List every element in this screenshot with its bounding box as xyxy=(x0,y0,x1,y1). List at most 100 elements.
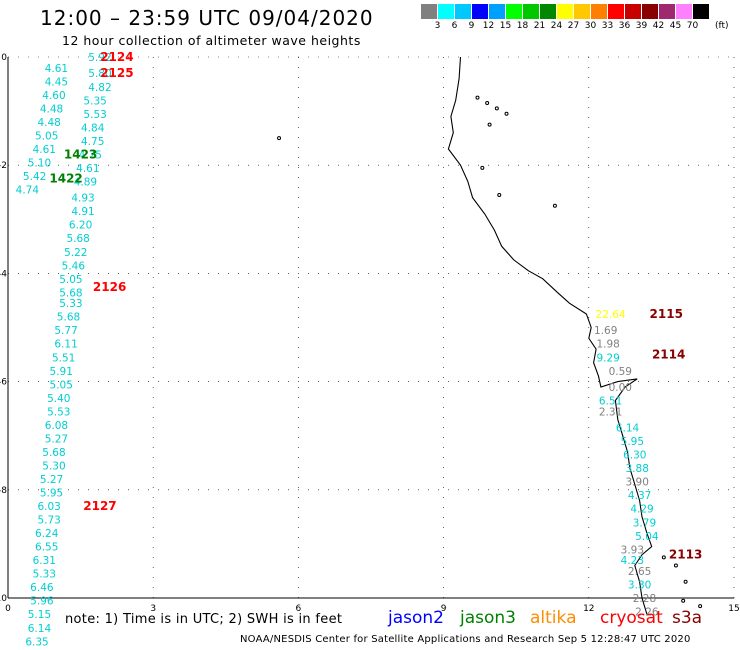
wave-height-value: 6.30 xyxy=(623,450,646,462)
legend-swatch xyxy=(574,4,591,19)
legend-swatch xyxy=(506,4,523,19)
wave-height-value: 5.40 xyxy=(47,393,70,405)
wave-height-value: 5.96 xyxy=(30,596,54,608)
pass-time-label: 2125 xyxy=(100,66,133,80)
wave-height-value: 6.14 xyxy=(616,423,640,435)
legend-swatch xyxy=(693,4,710,19)
wave-height-value: 0.00 xyxy=(609,382,632,394)
pass-time-label: 2115 xyxy=(650,307,683,321)
color-legend-bar xyxy=(421,4,710,19)
wave-height-value: 5.73 xyxy=(37,515,60,527)
island-marker xyxy=(661,555,666,560)
wave-height-value: 5.68 xyxy=(42,447,65,459)
wave-height-value: 5.53 xyxy=(47,406,70,418)
wave-height-value: 5.33 xyxy=(33,569,56,581)
island-marker xyxy=(698,604,703,609)
wave-height-value: 5.04 xyxy=(635,531,659,543)
wave-height-value: 5.68 xyxy=(66,233,89,245)
pass-time-label: 1423 xyxy=(64,147,97,161)
wave-height-value: 3.79 xyxy=(633,517,656,529)
page-title: 12:00 – 23:59 UTC 09/04/2020 xyxy=(40,6,374,30)
wave-height-value: 5.77 xyxy=(54,325,77,337)
wave-height-value: 5.42 xyxy=(23,171,46,183)
x-tick-label: 6 xyxy=(296,604,302,614)
wave-height-value: 6.14 xyxy=(28,623,52,635)
wave-height-value: 4.48 xyxy=(40,103,63,115)
legend-label: 15 xyxy=(499,21,512,31)
wave-height-value: 4.82 xyxy=(88,82,111,94)
legend-label: 6 xyxy=(451,21,458,31)
wave-height-value: 6.31 xyxy=(33,555,56,567)
wave-height-value: 6.35 xyxy=(25,636,48,648)
wave-height-value: 5.35 xyxy=(83,95,106,107)
island-marker xyxy=(475,95,480,100)
wave-height-value: 2.31 xyxy=(599,406,622,418)
y-tick-label: -10 xyxy=(0,594,7,604)
wave-height-value: 2.28 xyxy=(633,593,656,605)
wave-height-value: 2.26 xyxy=(635,607,659,619)
wave-height-value: 5.05 xyxy=(35,130,58,142)
wave-height-value: 9.29 xyxy=(596,352,619,364)
legend-swatch xyxy=(455,4,472,19)
wave-height-value: 4.29 xyxy=(630,504,653,516)
y-tick-label: -2 xyxy=(0,161,7,171)
island-marker xyxy=(504,111,509,116)
wave-height-value: 5.92 xyxy=(88,52,111,64)
wave-height-value: 3.88 xyxy=(626,463,649,475)
wave-height-value: 4.74 xyxy=(16,185,40,197)
wave-height-value: 3.90 xyxy=(626,477,649,489)
wave-height-value: 4.93 xyxy=(71,193,94,205)
y-tick-label: 0 xyxy=(1,53,7,63)
legend-unit: (ft) xyxy=(715,21,729,31)
wave-height-value: 3.93 xyxy=(621,544,644,556)
wave-height-value: 6.55 xyxy=(35,542,58,554)
legend-swatch xyxy=(540,4,557,19)
island-marker xyxy=(480,165,485,170)
island-marker xyxy=(683,579,688,584)
credit-footer: NOAA/NESDIS Center for Satellite Applica… xyxy=(240,634,691,645)
wave-height-value: 6.51 xyxy=(599,396,622,408)
color-legend-labels: 3 6 9 12 15 18 21 24 27 30 33 36 39 42 45 70 xyxy=(421,21,701,31)
wave-height-value: 5.30 xyxy=(42,460,65,472)
wave-height-value: 2.65 xyxy=(628,566,651,578)
wave-height-value: 5.33 xyxy=(59,298,82,310)
wave-height-value: 4.75 xyxy=(79,149,102,161)
coastline xyxy=(447,56,653,615)
wave-height-value: 4.60 xyxy=(42,90,65,102)
wave-height-value: 5.05 xyxy=(50,379,73,391)
wave-height-value: 4.84 xyxy=(81,122,105,134)
wave-height-value: 5.95 xyxy=(40,488,63,500)
legend-swatch xyxy=(523,4,540,19)
wave-height-value: 5.68 xyxy=(59,287,82,299)
legend-label: 9 xyxy=(468,21,475,31)
legend-swatch xyxy=(591,4,608,19)
legend-label: 27 xyxy=(567,21,580,31)
legend-label: 18 xyxy=(516,21,529,31)
wave-height-value: 5.51 xyxy=(52,352,75,364)
island-marker xyxy=(277,136,282,141)
legend-swatch xyxy=(421,4,438,19)
legend-label: 70 xyxy=(686,21,699,31)
wave-height-value: 4.61 xyxy=(33,144,56,156)
satellite-altika: altika xyxy=(530,608,577,628)
wave-height-value: 6.46 xyxy=(30,582,54,594)
wave-height-value: 1.69 xyxy=(594,325,617,337)
wave-height-value: 6.08 xyxy=(45,420,68,432)
island-marker xyxy=(552,203,557,208)
legend-label: 39 xyxy=(635,21,648,31)
legend-swatch xyxy=(659,4,676,19)
pass-time-label: 2114 xyxy=(652,348,685,362)
satellite-jason2: jason2 xyxy=(388,608,444,628)
wave-height-value: 5.91 xyxy=(50,366,73,378)
satellite-cryosat: cryosat xyxy=(600,608,663,628)
legend-swatch xyxy=(608,4,625,19)
wave-height-value: 5.27 xyxy=(40,474,63,486)
wave-height-value: 5.95 xyxy=(621,436,644,448)
wave-height-value: 4.61 xyxy=(45,63,68,75)
pass-time-label: 2113 xyxy=(669,548,702,562)
wave-height-value: 6.24 xyxy=(35,528,59,540)
pass-time-label: 2127 xyxy=(83,499,116,513)
wave-height-value: 6.20 xyxy=(69,220,92,232)
